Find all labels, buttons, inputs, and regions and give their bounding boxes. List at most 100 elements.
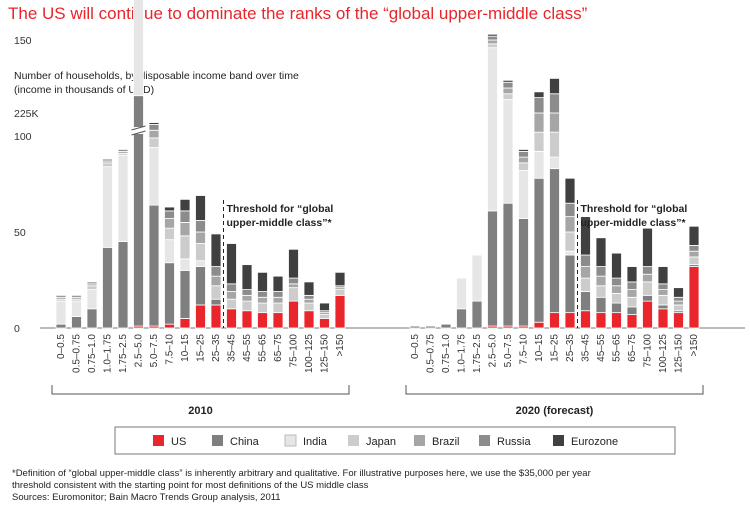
bar-segment-eurozone xyxy=(241,264,253,291)
bar-segment-china xyxy=(580,291,591,312)
bar-segment-russia xyxy=(549,93,560,114)
bar-segment-china xyxy=(456,308,467,329)
y-tick-label: 100 xyxy=(14,131,32,143)
x-tick-label: 2.5–5.0 xyxy=(488,334,499,368)
bar-segment-india xyxy=(487,47,498,212)
bar-segment-china xyxy=(518,218,529,327)
x-tick-label: 25–35 xyxy=(565,334,576,362)
bar-segment-india xyxy=(502,99,514,204)
legend-label-us: US xyxy=(171,436,186,448)
bar-segment-china xyxy=(502,202,514,327)
bar-segment-china xyxy=(533,177,545,323)
bar-segment-india xyxy=(164,239,175,264)
bar-segment-japan xyxy=(226,298,237,310)
bar-segment-russia xyxy=(303,294,315,300)
bar-segment-eurozone xyxy=(580,216,591,256)
x-tick-label: 55–65 xyxy=(258,334,269,362)
bar-segment-japan xyxy=(179,235,191,260)
bar-segment-us xyxy=(688,266,700,329)
bar-segment-brazil xyxy=(487,39,498,45)
bar-segment-russia xyxy=(102,158,113,162)
bar-segment-brazil xyxy=(642,273,653,283)
bar-segment-eurozone xyxy=(673,287,684,298)
bar-segment-us xyxy=(241,310,253,329)
x-tick-label: 1.0–1.75 xyxy=(103,334,114,373)
bar-segment-india xyxy=(518,170,529,219)
x-tick-label: 1.0–1.75 xyxy=(457,334,468,373)
bar-segment-russia xyxy=(642,266,653,275)
bar-segment-japan xyxy=(564,231,576,252)
bar-segment-brazil xyxy=(164,218,175,229)
bar-segment-china xyxy=(55,323,67,329)
bar-segment-eurozone xyxy=(518,149,529,152)
bar-segment-eurozone xyxy=(179,198,191,212)
bar-segment-eurozone xyxy=(164,206,175,212)
legend-swatch-china xyxy=(212,435,223,446)
bar-segment-us xyxy=(195,304,206,329)
bar-segment-eurozone xyxy=(487,33,498,37)
y-tick-label: 225K xyxy=(14,108,39,120)
bar-segment-india xyxy=(55,300,67,325)
bar-segment-china xyxy=(117,241,129,329)
bar-segment-japan xyxy=(288,287,299,302)
bar-segment-russia xyxy=(673,296,684,302)
bar-segment-russia xyxy=(195,220,206,233)
bar-segment-india xyxy=(148,147,160,206)
x-tick-label: 35–45 xyxy=(581,334,592,362)
bar-segment-india xyxy=(195,260,206,267)
x-tick-label: 100–125 xyxy=(304,334,315,373)
bar-segment-brazil xyxy=(580,266,591,279)
x-tick-label: 0.5–0.75 xyxy=(426,334,437,373)
bar-segment-brazil xyxy=(688,250,700,258)
x-tick-label: 125–150 xyxy=(320,334,331,373)
x-tick-label: 15–25 xyxy=(196,334,207,362)
legend-label-japan: Japan xyxy=(366,436,396,448)
bar-segment-japan xyxy=(673,304,684,312)
bar-segment-japan xyxy=(319,314,330,319)
bar-segment-russia xyxy=(533,97,545,114)
bar-segment-china xyxy=(549,168,560,314)
bar-segment-brazil xyxy=(502,87,514,95)
bar-segment-eurozone xyxy=(288,248,299,279)
bar-segment-russia xyxy=(626,281,638,291)
bar-segment-russia xyxy=(688,245,700,252)
x-tick-label: 1.75–2.5 xyxy=(118,334,129,373)
bar-segment-japan xyxy=(595,285,607,298)
threshold-label: Threshold for “global xyxy=(581,203,688,215)
bar-segment-russia xyxy=(272,291,284,298)
group-label: 2020 (forecast) xyxy=(516,405,594,417)
x-tick-label: 55–65 xyxy=(612,334,623,362)
legend-label-china: China xyxy=(230,436,260,448)
bar-segment-brazil xyxy=(533,112,545,133)
bar-segment-brazil xyxy=(673,300,684,306)
bar-segment-china xyxy=(626,306,638,315)
legend-swatch-us xyxy=(153,435,164,446)
threshold-label: Threshold for “global xyxy=(227,203,334,215)
axis-break-gap xyxy=(132,127,145,134)
legend-label-brazil: Brazil xyxy=(432,436,460,448)
bar-segment-us xyxy=(226,308,237,329)
bar-segment-us xyxy=(288,300,299,329)
bar-segment-us xyxy=(272,312,284,329)
bar-segment-eurozone xyxy=(657,266,669,285)
bar-segment-japan xyxy=(241,300,253,312)
bar-segment-japan xyxy=(549,131,560,158)
bar-segment-eurozone xyxy=(195,195,206,221)
bar-segment-china xyxy=(148,204,160,327)
bar-segment-japan xyxy=(688,256,700,266)
bar-segment-brazil xyxy=(564,216,576,233)
footnote-line-2: threshold consistent with the starting p… xyxy=(12,480,369,491)
bar-segment-eurozone xyxy=(564,177,576,204)
bar-segment-us xyxy=(533,321,545,329)
bar-segment-india xyxy=(533,150,545,179)
x-tick-label: 65–75 xyxy=(627,334,638,362)
bar-segment-russia xyxy=(487,35,498,41)
axis-break-mark xyxy=(131,125,146,136)
bar-segment-brazil xyxy=(241,294,253,302)
legend-swatch-japan xyxy=(348,435,359,446)
bar-segment-china xyxy=(71,316,82,329)
bar-segment-japan xyxy=(611,293,622,304)
bar-segment-us xyxy=(564,312,576,329)
bar-segment-russia xyxy=(288,277,299,285)
bar-segment-india xyxy=(117,154,129,242)
